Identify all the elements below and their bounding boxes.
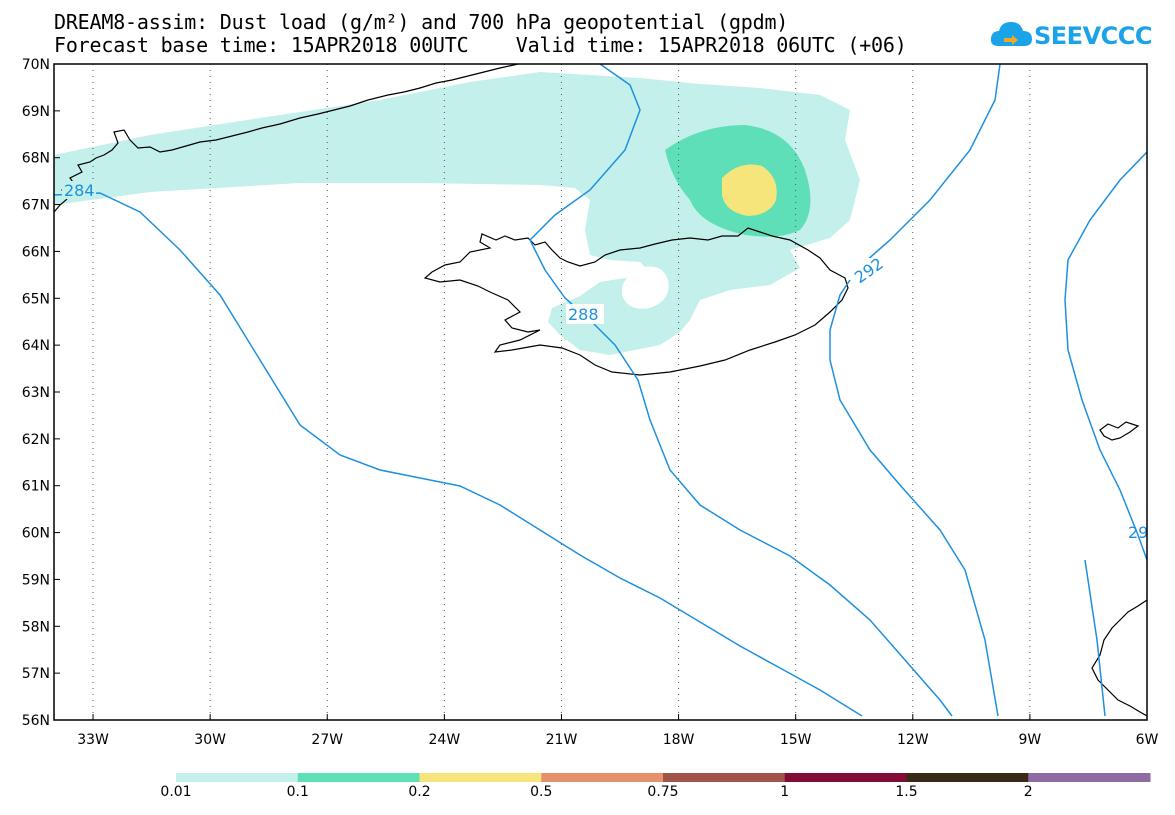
contour-292 [829,64,1001,717]
lat-tick-label: 60N [22,526,50,542]
colorbar-level-label: 0.01 [160,784,192,800]
colorbar-level-label: 2 [1023,784,1033,800]
lon-tick-label: 18W [663,732,695,748]
lon-tick-label: 15W [780,732,812,748]
lat-tick-label: 62N [22,432,50,448]
lon-tick-label: 12W [897,732,929,748]
lat-tick-label: 69N [22,104,50,120]
lat-tick-label: 70N [22,57,50,73]
colorbar-level-label: 1.5 [895,784,918,800]
lat-tick-label: 66N [22,244,50,260]
geopotential-contours [54,64,1147,717]
dust-fields [54,72,860,355]
map-subtitle: Forecast base time: 15APR2018 00UTC Vali… [54,33,907,57]
contour-284 [54,192,863,717]
lat-tick-label: 63N [22,385,50,401]
lat-tick-label: 56N [22,713,50,729]
lon-tick-label: 9W [1019,732,1042,748]
contour-label-288: 288 [568,305,599,324]
lat-tick-label: 58N [22,619,50,635]
lat-tick-label: 64N [22,338,50,354]
scotland-coastline [1091,599,1147,717]
lat-tick-label: 59N [22,572,50,588]
logo-text: SEEVCCC [1034,22,1153,50]
lon-tick-label: 33W [77,732,109,748]
colorbar-level-label: 0.2 [408,784,431,800]
lat-tick-label: 67N [22,198,50,214]
greenland-coastline [54,64,519,213]
faroe-islands-coastline [1099,421,1140,441]
contour-label-296: 29 [1128,523,1148,542]
dust-level-0-2-region [722,164,777,216]
colorbar-level-label: 0.5 [530,784,553,800]
lat-tick-label: 57N [22,666,50,682]
lon-tick-label: 27W [311,732,343,748]
map-title: DREAM8-assim: Dust load (g/m²) and 700 h… [54,10,789,34]
lon-tick-label: 30W [194,732,226,748]
lon-tick-label: 21W [546,732,578,748]
longitude-axis: 33W 30W 27W 24W 21W 18W 15W 12W 9W 6W [77,714,1159,748]
contour-288 [529,64,953,717]
contour-296 [1064,151,1147,561]
lat-tick-label: 68N [22,151,50,167]
colorbar-level-label: 1 [780,784,790,800]
colorbar-level-label: 0.1 [286,784,309,800]
iceland-coastline [423,227,849,376]
lon-tick-label: 24W [429,732,461,748]
lat-tick-label: 65N [22,291,50,307]
grid-lines [92,64,1031,720]
colorbar-level-label: 0.75 [647,784,679,800]
contour-296-lower [1084,559,1106,717]
contour-label-284: 284 [64,181,95,200]
dust-gap [621,266,669,309]
lat-tick-label: 61N [22,479,50,495]
lon-tick-label: 6W [1136,732,1159,748]
coastlines [54,64,1147,717]
cloud-icon [990,22,1032,46]
seevccc-logo: SEEVCCC [990,14,1153,58]
latitude-axis: 70N 69N 68N 67N 66N 65N 64N 63N 62N 61N 60N 59N 58N 5… [22,57,60,729]
